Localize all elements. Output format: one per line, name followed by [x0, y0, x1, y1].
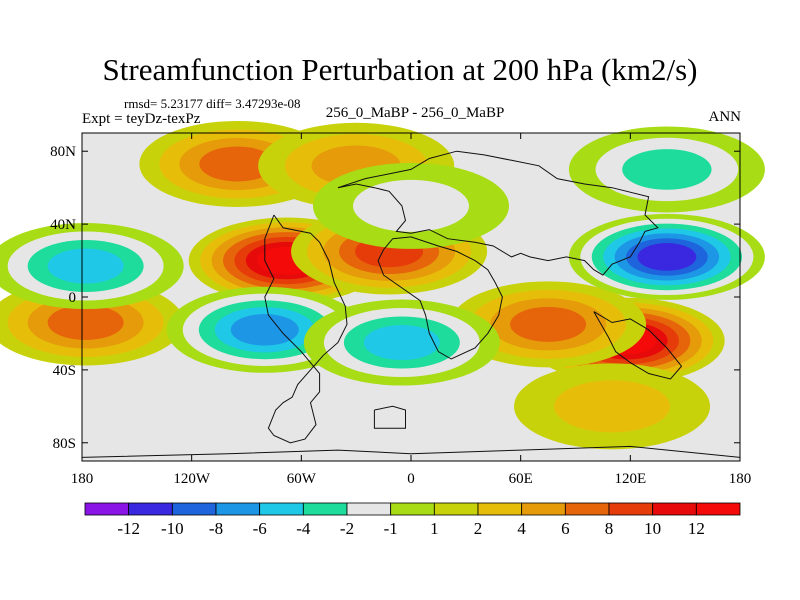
coastline-2: [264, 214, 348, 444]
label-bar-value: -4: [296, 519, 311, 538]
coastline-1: [377, 236, 503, 360]
contour-band: [554, 380, 671, 433]
coastline-5: [81, 445, 741, 458]
label-bar-box: [477, 502, 523, 516]
x-tick-label: 60W: [287, 471, 317, 487]
label-bar-box: [695, 502, 741, 516]
label-bar-value: 1: [430, 519, 439, 538]
label-bar-value: 2: [474, 519, 483, 538]
label-bar-box: [521, 502, 566, 516]
contour-low-8: [568, 213, 765, 300]
x-tick-label: 120W: [173, 471, 211, 487]
x-tick-label: 120E: [614, 471, 646, 487]
label-bar-box: [302, 502, 348, 516]
contour-map: [0, 120, 765, 462]
contour-band: [230, 314, 299, 346]
contour-high-7: [514, 363, 711, 450]
label-bar-value: -10: [161, 519, 184, 538]
label-bar-box: [84, 502, 130, 516]
label-bar-box: [215, 502, 261, 516]
y-tick-label: 40N: [50, 217, 76, 233]
contour-band: [47, 305, 124, 341]
label-bar-box: [433, 502, 479, 516]
coastline-3: [593, 311, 683, 380]
label-bar-value: -1: [384, 519, 398, 538]
contour-low-11: [313, 162, 509, 249]
contour-low-10: [568, 126, 765, 213]
label-bar-box: [259, 502, 304, 516]
label-bar-value: 12: [688, 519, 705, 538]
coastline-outline: [81, 150, 741, 458]
y-tick-label: 80S: [53, 436, 76, 452]
contour-band: [47, 248, 124, 284]
label-bar-box: [564, 502, 610, 516]
case-label: 256_0_MaBP - 256_0_MaBP: [325, 105, 505, 121]
contour-band: [510, 306, 587, 342]
label-bar-box: [390, 502, 435, 516]
y-tick-label: 0: [69, 290, 77, 306]
label-bar-value: -8: [209, 519, 223, 538]
contour-band: [637, 243, 697, 271]
contour-low-13: [0, 223, 184, 310]
contour-band: [199, 146, 276, 182]
contour-fill-layer: [0, 120, 765, 450]
label-bar-value: -12: [117, 519, 140, 538]
y-axis: 80N 40N 0 40S 80S: [50, 144, 740, 452]
x-tick-label: 180: [71, 471, 94, 487]
x-tick-label: 0: [407, 471, 415, 487]
contour-band: [363, 325, 440, 361]
x-axis: 180 120W 60W 0 60E 120E 180: [71, 133, 752, 487]
contour-band: [353, 179, 469, 232]
experiment-label: Expt = teyDz-texPz: [82, 111, 201, 127]
color-label-bar: -12 -10 -8 -6 -4 -2 -1 1 2 4 6 8 10 12: [84, 502, 741, 538]
season-label: ANN: [708, 109, 742, 125]
label-bar-box: [608, 502, 654, 516]
label-bar-box: [652, 502, 697, 516]
y-tick-label: 80N: [50, 144, 76, 160]
stats-label: rmsd= 5.23177 diff= 3.47293e-08: [124, 96, 301, 111]
label-bar-box: [346, 502, 392, 516]
label-bar-box: [171, 502, 217, 516]
x-tick-label: 60E: [509, 471, 533, 487]
contour-low-12: [303, 299, 500, 386]
label-bar-value: -2: [340, 519, 354, 538]
x-tick-label: 180: [729, 471, 752, 487]
label-bar-box: [128, 502, 173, 516]
label-bar-value: 6: [561, 519, 570, 538]
label-bar-value: 8: [605, 519, 614, 538]
contour-band: [622, 149, 712, 190]
coastline-0: [337, 150, 659, 276]
y-tick-label: 40S: [53, 363, 76, 379]
label-bar-value: 10: [644, 519, 661, 538]
chart-title: Streamfunction Perturbation at 200 hPa (…: [102, 52, 698, 87]
label-bar-value: 4: [517, 519, 526, 538]
label-bar-value: -6: [253, 519, 267, 538]
coastline-4: [373, 405, 406, 429]
